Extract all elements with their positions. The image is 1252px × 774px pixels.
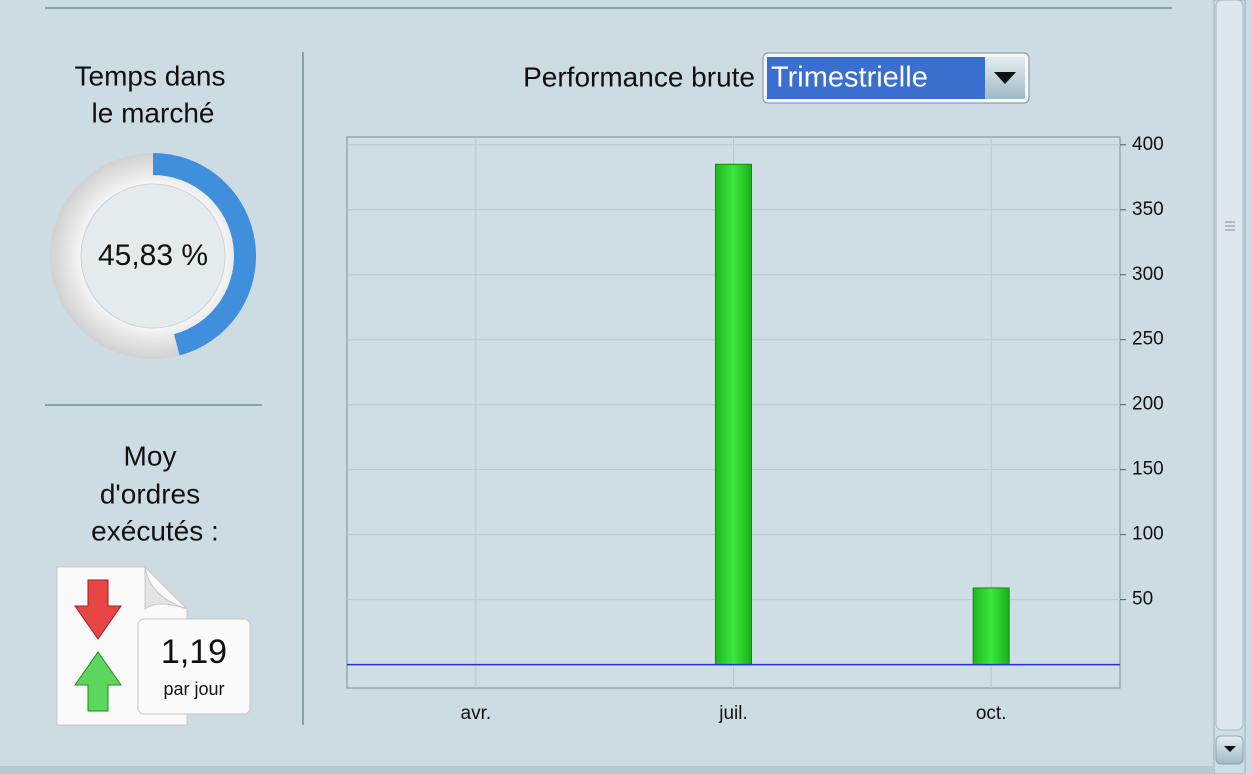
- y-tick-label: 150: [1132, 459, 1164, 480]
- orders-title: d'ordres: [100, 478, 200, 509]
- dropdown-selection: [767, 57, 985, 99]
- x-tick-label: oct.: [976, 703, 1007, 724]
- up-arrow: [74, 651, 122, 712]
- dropdown-text: Trimestrielle: [771, 62, 928, 94]
- control-label: Performance brute: [523, 61, 755, 92]
- bar: [715, 163, 752, 666]
- down-arrow: [74, 579, 122, 640]
- scroll-thumb[interactable]: [1215, 0, 1244, 731]
- gauge-title: le marché: [92, 97, 215, 128]
- x-tick-label: juil.: [718, 703, 748, 724]
- y-tick-label: 100: [1132, 524, 1164, 545]
- document-fold: [144, 566, 188, 611]
- y-tick-label: 350: [1132, 199, 1164, 220]
- bar: [972, 587, 1010, 666]
- x-tick-label: avr.: [461, 703, 492, 724]
- gauge-arc: [152, 153, 256, 356]
- orders-unit: par jour: [163, 679, 224, 699]
- gauge-center: [80, 183, 226, 329]
- gauge-value: 45,83 %: [98, 239, 208, 272]
- orders-title: exécutés :: [91, 515, 219, 546]
- y-tick-label: 200: [1132, 394, 1164, 415]
- bottom-edge: [0, 766, 1214, 774]
- orders-value: 1,19: [161, 633, 227, 671]
- y-tick-label: 250: [1132, 329, 1164, 350]
- dropdown-arrow: [994, 72, 1016, 84]
- y-tick-label: 50: [1132, 589, 1153, 610]
- thumb-grip: [1225, 221, 1235, 231]
- y-tick-label: 300: [1132, 264, 1164, 285]
- orders-box: [137, 618, 251, 715]
- y-tick-label: 400: [1132, 134, 1164, 155]
- gauge-title: Temps dans: [75, 60, 226, 91]
- scroll-arrow: [1224, 746, 1236, 752]
- orders-title: Moy: [124, 440, 177, 471]
